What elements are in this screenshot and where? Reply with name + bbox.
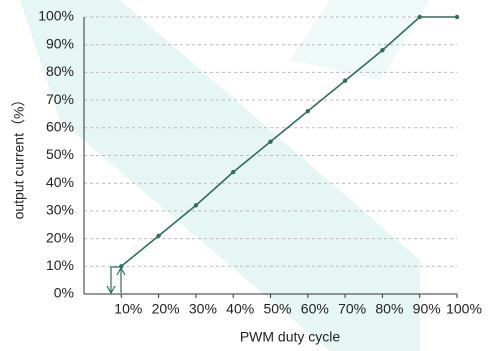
plot-area: 0% 10% 20% 30% 40% 50% 60% 70% 80% 90% 100% 10% 20% 3… [38,8,482,317]
x-tick-label: 70% [338,301,366,317]
y-tick-label: 60% [46,119,74,135]
y-tick-label: 40% [46,174,74,190]
watermark [20,0,420,351]
data-point [380,48,385,53]
data-point [342,78,348,83]
arrow-head [116,266,126,276]
x-tick-label: 20% [152,301,180,317]
x-tick-label: 100% [446,301,482,317]
annotation-arrows [106,266,126,295]
x-tick-label: 60% [301,301,329,317]
x-tick-label: 50% [263,301,291,317]
data-point [193,203,199,208]
watermark [290,0,430,80]
data-point [417,14,422,20]
y-tick-label: 90% [46,35,74,51]
x-tick-label: 90% [413,301,441,317]
y-tick-label: 70% [46,91,74,107]
x-tick-label: 10% [114,301,142,317]
y-tick-label: 30% [46,202,74,218]
data-line [120,16,457,267]
arrow-line [110,266,121,292]
y-tick-label: 100% [38,8,74,24]
data-point [454,14,460,20]
y-tick-label: 50% [46,146,74,162]
y-tick-label: 20% [46,229,74,245]
y-tick-label: 0% [54,285,74,301]
data-point [305,108,310,114]
data-point [231,169,236,175]
data-point [156,233,161,239]
x-tick-label: 40% [226,301,254,317]
arrow-head [106,285,116,295]
x-tick-label: 30% [189,301,217,317]
y-tick-label: 80% [46,63,74,79]
x-tick-label: 80% [375,301,403,317]
y-axis-label: output current（%） [11,93,27,220]
x-axis-label: PWM duty cycle [240,329,341,345]
data-point [268,139,273,144]
y-tick-label: 10% [46,257,74,273]
